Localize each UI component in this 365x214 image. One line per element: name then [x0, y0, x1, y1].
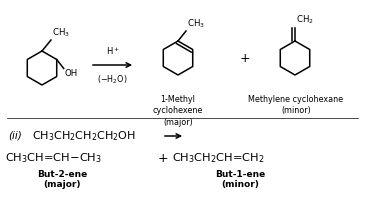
Text: CH$_3$CH=CH$-$CH$_3$: CH$_3$CH=CH$-$CH$_3$ [5, 151, 102, 165]
Text: (minor): (minor) [221, 180, 259, 189]
Text: (ii): (ii) [8, 131, 22, 141]
Text: H$^+$: H$^+$ [105, 45, 119, 57]
Text: But-1-ene: But-1-ene [215, 170, 265, 179]
Text: CH$_3$CH$_2$CH$_2$CH$_2$OH: CH$_3$CH$_2$CH$_2$CH$_2$OH [32, 129, 136, 143]
Text: +: + [158, 152, 169, 165]
Text: 1-Methyl
cyclohexene
(major): 1-Methyl cyclohexene (major) [153, 95, 203, 127]
Text: (major): (major) [43, 180, 81, 189]
Text: Methylene cyclohexane
(minor): Methylene cyclohexane (minor) [249, 95, 343, 115]
Text: But-2-ene: But-2-ene [37, 170, 87, 179]
Text: ($-$H$_2$O): ($-$H$_2$O) [97, 73, 128, 86]
Text: CH$_3$: CH$_3$ [187, 18, 205, 30]
Text: CH$_3$CH$_2$CH=CH$_2$: CH$_3$CH$_2$CH=CH$_2$ [172, 151, 265, 165]
Text: +: + [240, 52, 250, 64]
Text: CH$_3$: CH$_3$ [52, 27, 70, 39]
Text: CH$_2$: CH$_2$ [296, 13, 314, 26]
Text: OH: OH [65, 70, 78, 79]
